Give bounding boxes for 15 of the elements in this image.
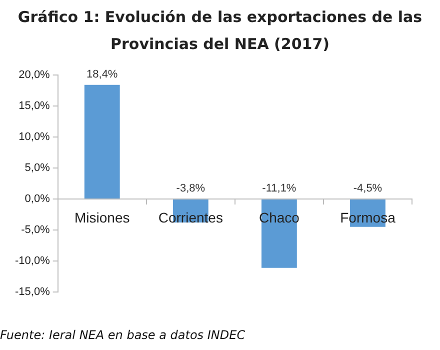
- y-tick-label: 0,0%: [24, 193, 50, 206]
- data-label: 18,4%: [86, 68, 118, 80]
- y-tick-label: 20,0%: [18, 69, 50, 82]
- y-tick-label: -15,0%: [14, 286, 50, 298]
- data-label: -4,5%: [353, 182, 382, 195]
- y-tick-label: -10,0%: [14, 255, 50, 268]
- x-tick-label: Misiones: [74, 209, 130, 226]
- y-tick-label: -5,0%: [21, 224, 50, 236]
- data-label: -3,8%: [176, 182, 206, 195]
- y-tick-label: 5,0%: [24, 162, 50, 174]
- chart-title: Gráfico 1: Evolución de las exportaciones de las Provincias del NEA (2017): [16, 7, 424, 55]
- y-tick-label: 10,0%: [18, 131, 50, 144]
- y-tick-label: 15,0%: [18, 100, 50, 112]
- source-note: Fuente: Ieral NEA en base a datos INDEC: [0, 328, 246, 342]
- data-label: -11,1%: [262, 182, 296, 195]
